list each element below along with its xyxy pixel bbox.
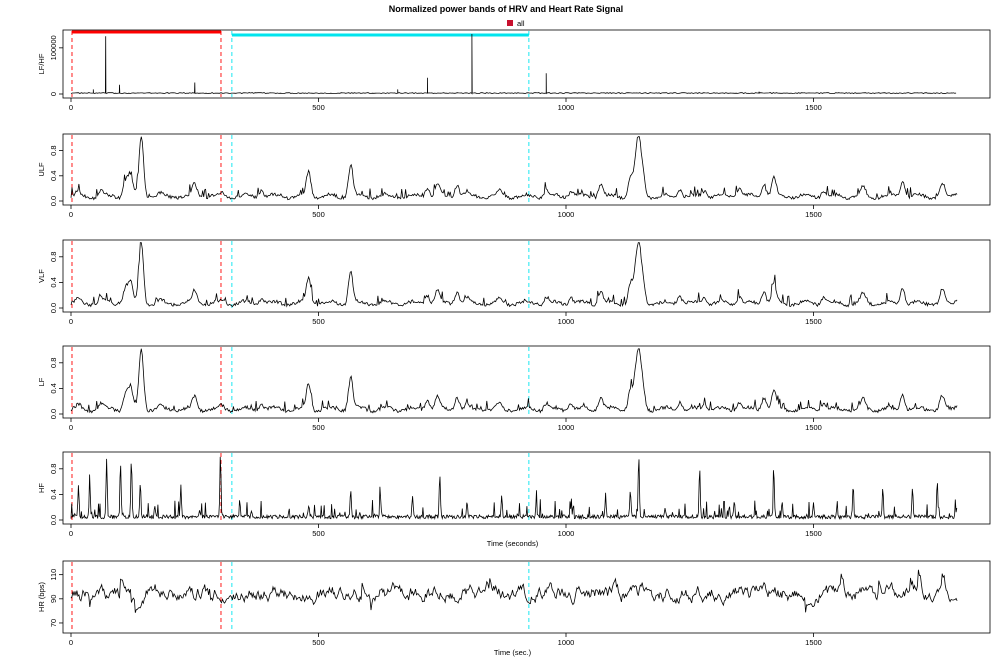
panel-hf: 0 500 1000 1500 0.0 0.4 0.8HF Time (seconds) [37, 451, 991, 548]
x-tick-label: 1500 [805, 423, 822, 432]
panel-frame [62, 451, 991, 525]
panel-frame [62, 239, 991, 313]
y-tick-label: 0 [49, 92, 58, 96]
y-tick-label: 0.4 [49, 171, 58, 181]
y-axis-label: HF [37, 483, 46, 493]
y-tick-label: 0.8 [49, 464, 58, 474]
y-tick-label: 0.8 [49, 145, 58, 155]
panel-frame [62, 29, 991, 99]
legend-swatch [507, 20, 513, 26]
legend-label: all [517, 19, 525, 28]
x-tick-label: 1000 [558, 529, 575, 538]
x-tick-label: 500 [312, 317, 325, 326]
x-tick-label: 0 [69, 103, 73, 112]
x-tick-label: 0 [69, 423, 73, 432]
x-tick-label: 1000 [558, 317, 575, 326]
y-tick-label: 90 [49, 595, 58, 603]
y-axis-label: HR (bps) [37, 582, 46, 613]
x-tick-label: 1000 [558, 103, 575, 112]
series-line [70, 242, 958, 308]
series-line [70, 569, 958, 613]
y-tick-label: 0.0 [49, 409, 58, 419]
x-axis-label: Time (seconds) [487, 539, 539, 548]
y-tick-label: 0.4 [49, 277, 58, 287]
x-tick-label: 1500 [805, 529, 822, 538]
panel-frame [62, 133, 991, 206]
panel-lf: 0 500 1000 1500 0.0 0.4 0.8LF [37, 345, 991, 432]
x-tick-label: 500 [312, 423, 325, 432]
y-tick-label: 0.0 [49, 515, 58, 525]
series-line [70, 33, 957, 95]
y-axis-label: VLF [37, 269, 46, 283]
x-tick-label: 1500 [805, 103, 822, 112]
x-tick-label: 0 [69, 529, 73, 538]
y-tick-label: 100000 [49, 35, 58, 60]
series-line [70, 348, 958, 414]
y-tick-label: 0.4 [49, 383, 58, 393]
x-tick-label: 1500 [805, 210, 822, 219]
y-tick-label: 0.0 [49, 196, 58, 206]
x-tick-label: 1000 [558, 423, 575, 432]
y-tick-label: 0.8 [49, 358, 58, 368]
x-tick-label: 500 [312, 103, 325, 112]
x-tick-label: 1000 [558, 638, 575, 647]
chart-title: Normalized power bands of HRV and Heart … [389, 4, 623, 14]
y-axis-label: ULF [37, 162, 46, 177]
x-axis-label: Time (sec.) [494, 648, 532, 657]
x-tick-label: 500 [312, 638, 325, 647]
x-tick-label: 500 [312, 529, 325, 538]
x-tick-label: 1000 [558, 210, 575, 219]
y-tick-label: 0.0 [49, 303, 58, 313]
x-tick-label: 0 [69, 638, 73, 647]
y-tick-label: 110 [49, 569, 58, 581]
y-tick-label: 0.4 [49, 489, 58, 499]
x-tick-label: 1500 [805, 317, 822, 326]
x-tick-label: 0 [69, 317, 73, 326]
legend: all [507, 19, 525, 28]
y-tick-label: 70 [49, 619, 58, 627]
panel-frame [62, 560, 991, 634]
series-line [70, 456, 958, 521]
y-axis-label: LF/HF [37, 53, 46, 74]
y-tick-label: 0.8 [49, 252, 58, 262]
y-axis-label: LF [37, 377, 46, 386]
x-tick-label: 0 [69, 210, 73, 219]
series-line [70, 136, 958, 201]
panel-frame [62, 345, 991, 419]
x-tick-label: 500 [312, 210, 325, 219]
x-tick-label: 1500 [805, 638, 822, 647]
